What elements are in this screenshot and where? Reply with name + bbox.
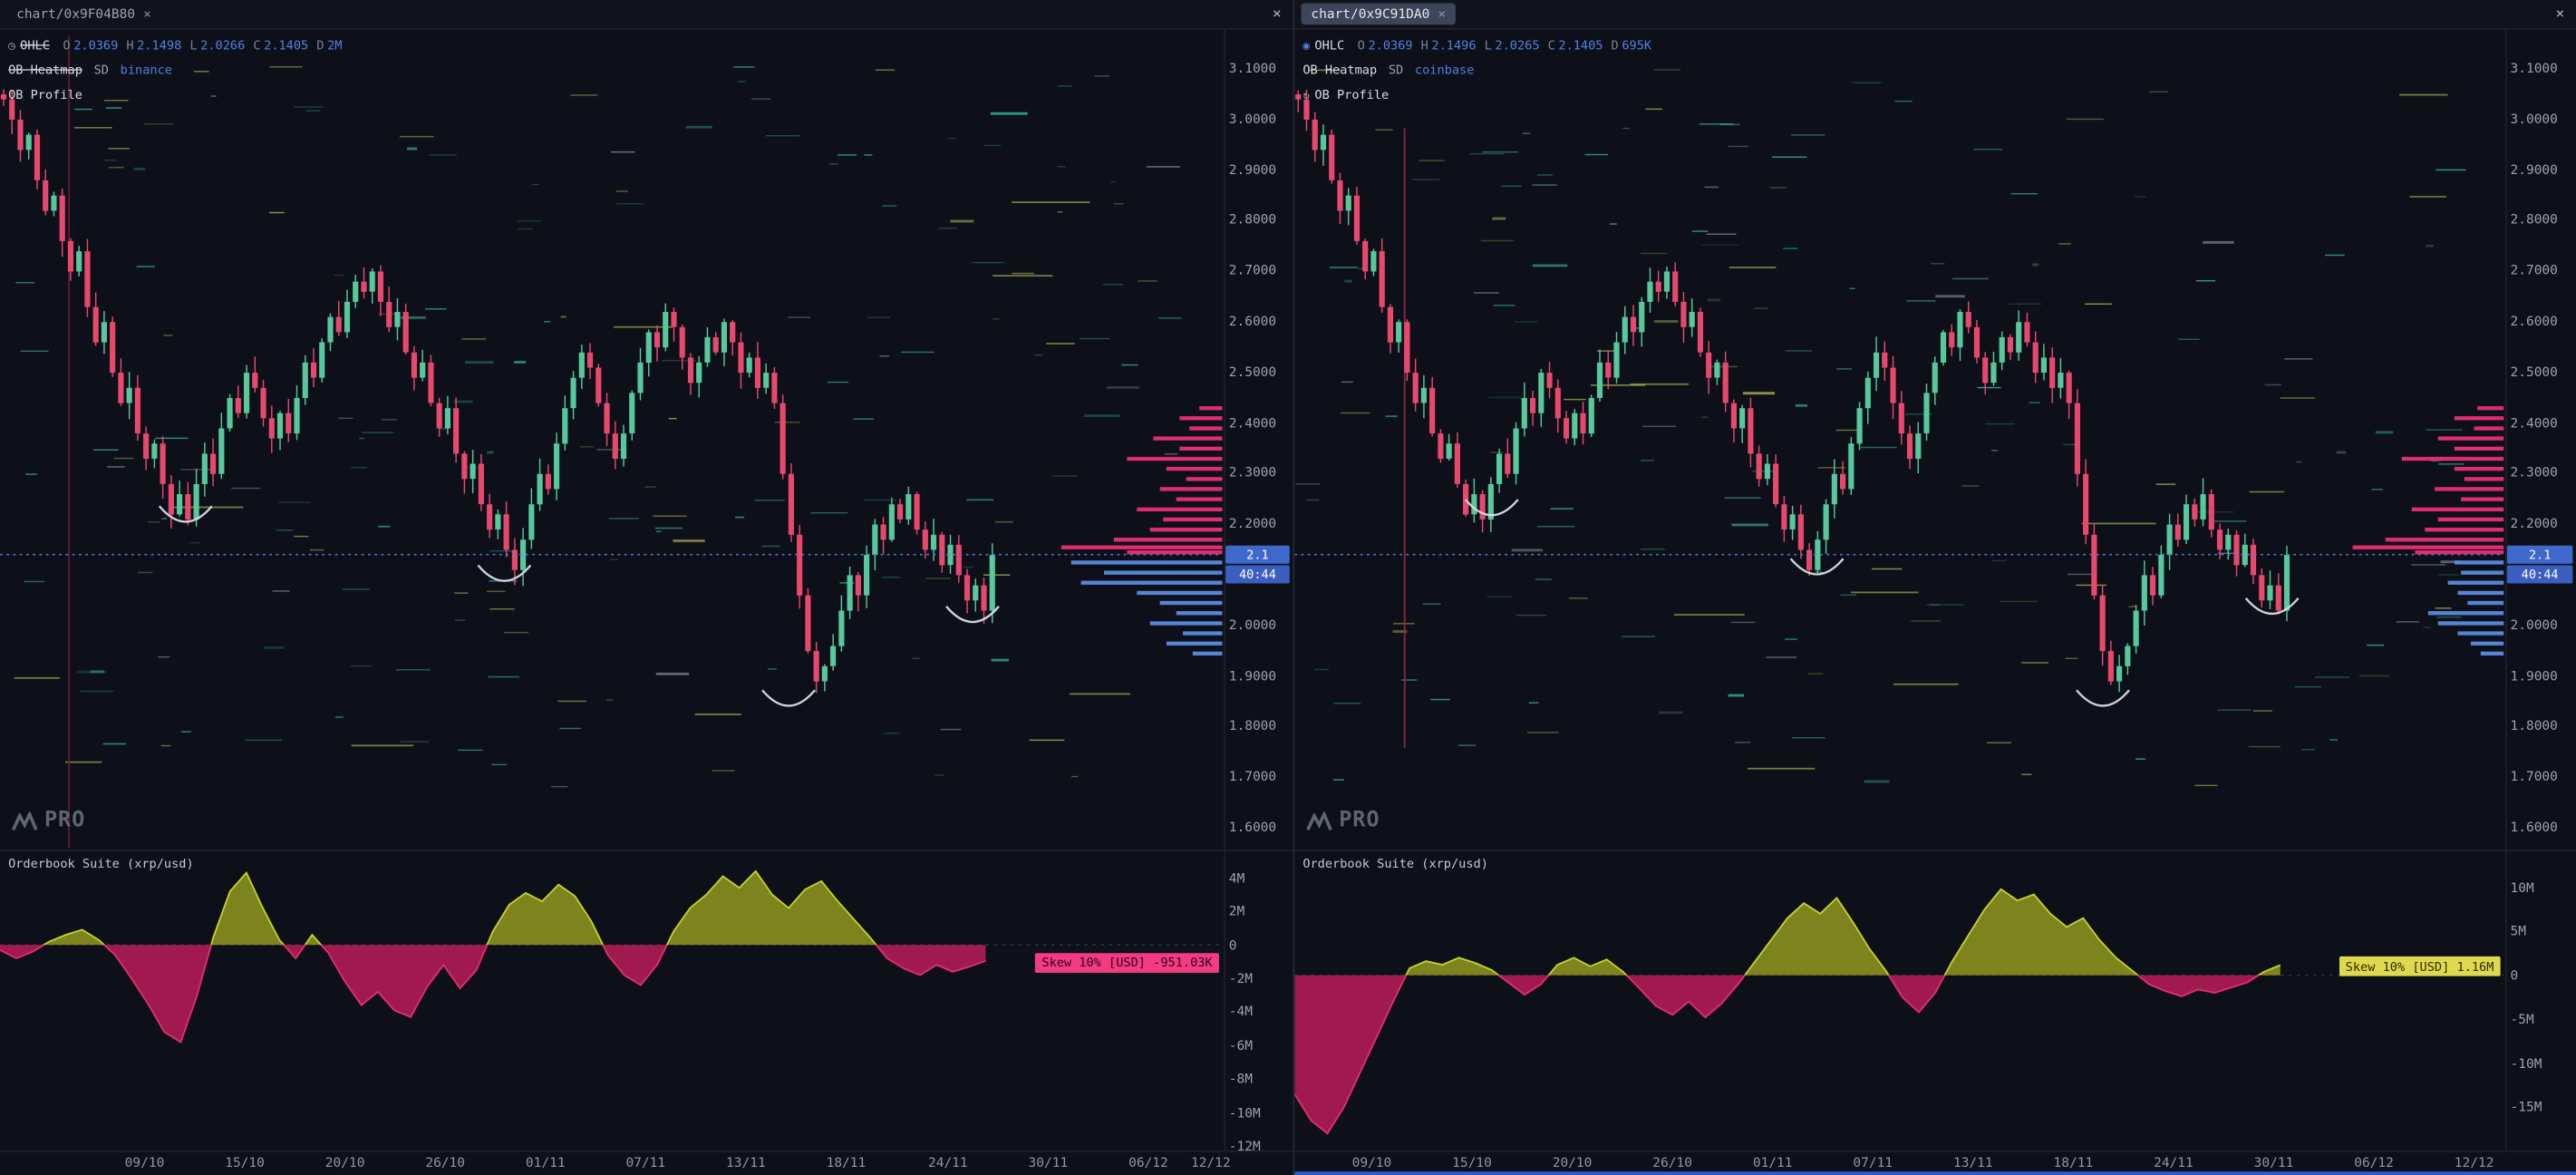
ohlc-value: 2.0265 xyxy=(1495,37,1540,53)
legend-row-heatmap[interactable]: OB Heatmap SD binance xyxy=(8,57,342,82)
skew-label: Skew 10% [USD] xyxy=(1041,955,1146,970)
legend: ◉ OHLC O 2.0369 H 2.1496 L 2.0265 C 2.1405 D 695K… xyxy=(1303,33,1651,107)
skew-badge: Skew 10% [USD] -951.03K xyxy=(1035,952,1219,973)
watermark-text: PRO xyxy=(1339,808,1380,833)
ohlc-key: H xyxy=(126,37,134,53)
ohlc-key: L xyxy=(1484,37,1492,53)
logo-icon xyxy=(1306,811,1332,830)
series-marker-icon: ◷ xyxy=(8,38,15,53)
ohlc-values: O 2.0369 H 2.1498 L 2.0266 C 2.1405 D 2M xyxy=(54,38,342,53)
tab-label: chart/0x9C91DA0 xyxy=(1311,6,1430,22)
legend-row-heatmap[interactable]: OB Heatmap SD coinbase xyxy=(1303,57,1651,82)
spinner-icon: ↻ xyxy=(1303,87,1310,102)
series-name: OB Heatmap xyxy=(8,62,82,78)
tab-chart[interactable]: chart/0x9C91DA0 × xyxy=(1301,3,1457,25)
legend-row-profile[interactable]: ↻ OB Profile xyxy=(1303,83,1651,107)
tab-close-icon[interactable]: × xyxy=(1438,6,1447,22)
ohlc-value: 695K xyxy=(1622,37,1652,53)
price-value: 2.1 xyxy=(2506,545,2573,564)
indicator-title[interactable]: Orderbook Suite (xrp/usd) xyxy=(8,856,194,871)
heatmap-mode: SD xyxy=(1388,62,1404,78)
chart-panel-left: chart/0x9F04B80 × × ◷ OHLC O 2.0369 H 2.149… xyxy=(0,0,1293,1175)
legend-row-ohlc[interactable]: ◉ OHLC O 2.0369 H 2.1496 L 2.0265 C 2.1405 D 695K xyxy=(1303,33,1651,57)
series-marker-icon: ◉ xyxy=(1303,38,1310,53)
pro-watermark: PRO xyxy=(1306,809,1380,833)
tab-label: chart/0x9F04B80 xyxy=(16,6,136,22)
heatmap-venue: coinbase xyxy=(1414,62,1475,78)
ohlc-value: 2.0369 xyxy=(73,37,119,53)
ohlc-value: 2.1405 xyxy=(264,37,309,53)
legend: ◷ OHLC O 2.0369 H 2.1498 L 2.0266 C 2.1405 D 2M O… xyxy=(8,33,342,107)
ohlc-value: 2M xyxy=(327,37,343,53)
series-name: OHLC xyxy=(1314,37,1345,53)
indicator-title[interactable]: Orderbook Suite (xrp/usd) xyxy=(1303,856,1488,871)
ohlc-key: O xyxy=(63,37,71,53)
ohlc-values: O 2.0369 H 2.1496 L 2.0265 C 2.1405 D 695K xyxy=(1350,37,1652,53)
price-value: 2.1 xyxy=(1225,545,1290,564)
legend-row-profile[interactable]: OB Profile xyxy=(8,83,342,107)
ohlc-value: 2.0369 xyxy=(1368,37,1413,53)
heatmap-mode: SD xyxy=(93,62,109,78)
ohlc-value: 2.0266 xyxy=(200,37,246,53)
ohlc-value: 2.1496 xyxy=(1431,37,1477,53)
current-price-label: 2.1 40:44 xyxy=(2506,545,2573,584)
ohlc-key: D xyxy=(1611,37,1619,53)
skew-value: 1.16M xyxy=(2456,959,2494,975)
current-price-label: 2.1 40:44 xyxy=(1225,545,1290,584)
legend-row-ohlc[interactable]: ◷ OHLC O 2.0369 H 2.1498 L 2.0266 C 2.1405 D 2M xyxy=(8,33,342,57)
ohlc-key: C xyxy=(1547,37,1555,53)
tab-bar: chart/0x9C91DA0 × × xyxy=(1294,0,2576,28)
tab-chart[interactable]: chart/0x9F04B80 × xyxy=(6,4,161,25)
ohlc-key: C xyxy=(253,37,261,53)
heatmap-venue: binance xyxy=(120,62,172,78)
skew-value: -951.03K xyxy=(1153,955,1213,970)
panel-divider[interactable] xyxy=(1293,0,1295,1175)
series-name: OB Profile xyxy=(1314,87,1390,102)
candle-countdown: 40:44 xyxy=(1225,565,1290,584)
active-panel-indicator xyxy=(1294,1171,2576,1175)
series-name: OHLC xyxy=(20,37,50,53)
ohlc-value: 2.1405 xyxy=(1558,37,1603,53)
skew-label: Skew 10% [USD] xyxy=(2345,959,2450,975)
skew-badge: Skew 10% [USD] 1.16M xyxy=(2339,957,2501,977)
ohlc-key: L xyxy=(189,37,198,53)
series-name: OB Profile xyxy=(8,87,82,102)
ohlc-key: D xyxy=(316,37,324,53)
chart-panel-right: chart/0x9C91DA0 × × ◉ OHLC O 2.0369 H 2.149… xyxy=(1294,0,2576,1175)
candle-countdown: 40:44 xyxy=(2506,565,2573,584)
chart-canvas[interactable] xyxy=(1294,0,2576,1175)
chart-canvas[interactable] xyxy=(0,0,1293,1175)
pro-watermark: PRO xyxy=(11,808,86,833)
watermark-text: PRO xyxy=(44,808,86,833)
tab-bar: chart/0x9F04B80 × × xyxy=(0,0,1293,28)
ohlc-key: O xyxy=(1357,37,1365,53)
panel-close-icon[interactable]: × xyxy=(2555,5,2565,23)
panel-close-icon[interactable]: × xyxy=(1272,5,1282,23)
tab-close-icon[interactable]: × xyxy=(143,6,151,22)
ohlc-key: H xyxy=(1420,37,1428,53)
ohlc-value: 2.1498 xyxy=(137,37,182,53)
series-name: OB Heatmap xyxy=(1303,62,1378,78)
logo-icon xyxy=(11,811,38,830)
